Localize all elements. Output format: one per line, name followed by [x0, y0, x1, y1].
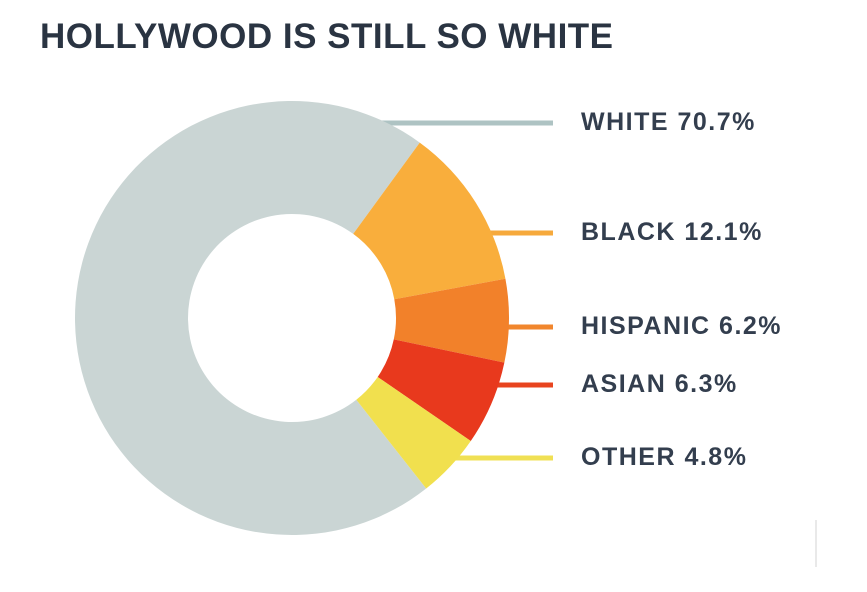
- donut-slice-hispanic: [393, 278, 509, 363]
- legend-label-other: OTHER 4.8%: [581, 443, 748, 471]
- legend-label-asian: ASIAN 6.3%: [581, 370, 738, 398]
- chart-title: HOLLYWOOD IS STILL SO WHITE: [40, 17, 614, 56]
- donut-slice-other: [356, 376, 471, 489]
- donut-slice-black: [353, 142, 506, 300]
- donut-slice-white: [74, 100, 427, 535]
- legend-label-hispanic: HISPANIC 6.2%: [581, 312, 783, 340]
- donut-slice-asian: [377, 339, 505, 442]
- legend-label-black: BLACK 12.1%: [581, 218, 763, 246]
- legend-label-white: WHITE 70.7%: [581, 108, 756, 136]
- scrollbar-artifact: [815, 520, 817, 567]
